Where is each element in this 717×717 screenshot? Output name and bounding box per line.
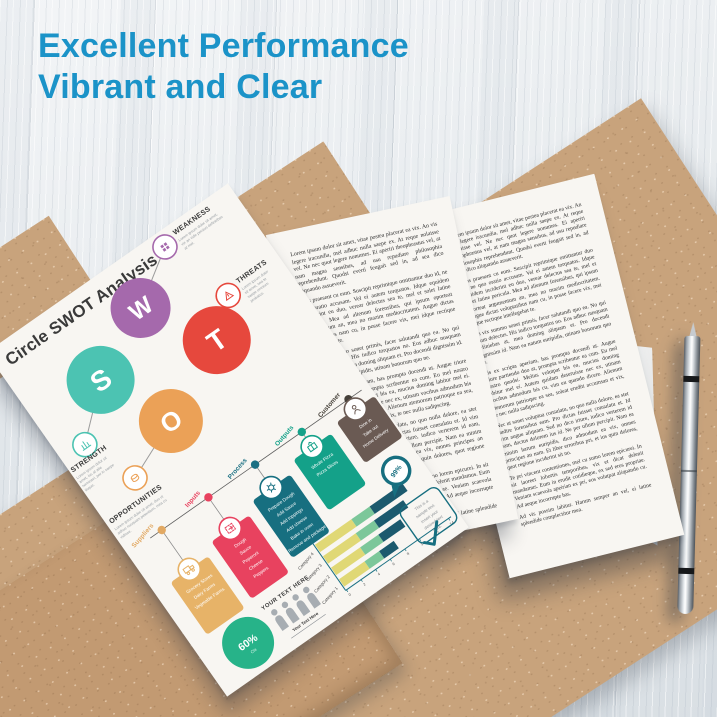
swot-circle-t — [182, 306, 251, 375]
tick — [360, 579, 363, 582]
bar-segment — [339, 561, 370, 587]
quadrant-desc: iisque. — [84, 483, 95, 493]
quadrant-desc: at mel. — [184, 241, 196, 251]
tick-label: 4 — [377, 572, 381, 576]
swot-circle-o — [138, 389, 203, 454]
check-mark — [422, 520, 439, 546]
badge-tail — [391, 485, 400, 498]
coin-icon — [130, 473, 140, 482]
bar-segment — [360, 534, 384, 555]
tick — [448, 518, 451, 521]
card-icon-circle — [177, 557, 202, 582]
headline: Excellent Performance Vibrant and Clear — [38, 26, 409, 109]
bar-segment — [369, 483, 408, 514]
tick — [389, 559, 392, 562]
tick — [419, 538, 422, 542]
stem-line — [208, 497, 225, 520]
person-figure — [292, 594, 311, 617]
category-label: Category 4 — [297, 551, 315, 571]
bar-segment — [379, 540, 399, 559]
swot-circle-w — [110, 277, 171, 338]
truck-icon — [182, 564, 195, 576]
box-icon — [224, 522, 237, 535]
card-icon-circle — [259, 475, 283, 500]
alert-icon — [225, 291, 235, 302]
timeline-dot — [297, 427, 307, 437]
tick — [404, 548, 407, 552]
stage-label: Customer — [317, 391, 342, 419]
bar-segment — [364, 551, 385, 569]
timeline-dot — [250, 460, 260, 469]
caption-rule — [291, 613, 326, 639]
person-icon — [351, 404, 361, 415]
quadrant-icon-circle — [152, 234, 178, 260]
tick-label: 0 — [348, 593, 352, 597]
bar-segment — [373, 500, 409, 528]
bar-segment — [378, 519, 406, 542]
tick — [346, 589, 349, 593]
person-figure — [271, 609, 290, 631]
gear-icon — [266, 482, 276, 493]
bar-chart-icon — [81, 441, 92, 451]
category-label: Category 3 — [305, 562, 323, 582]
tick-label: 14 — [449, 520, 455, 526]
stage-label: Process — [227, 457, 249, 481]
stage-label: Suppliers — [131, 522, 156, 549]
quadrant-desc: vidisse. — [120, 529, 133, 540]
stem-line — [161, 529, 184, 561]
bar-segment — [330, 547, 366, 576]
tick — [375, 569, 378, 572]
pen-seam — [680, 469, 697, 473]
callout-box — [399, 486, 458, 544]
person-figure — [303, 586, 321, 609]
person-figure — [281, 601, 300, 624]
donut-60 — [222, 616, 275, 669]
timeline-dot — [204, 493, 213, 502]
pen-band — [683, 375, 700, 383]
puzzle-icon — [160, 242, 170, 252]
swot-circle-s — [66, 345, 135, 414]
badge-99 — [380, 455, 412, 487]
category-label: Category 1 — [321, 585, 339, 605]
category-label: Category 2 — [313, 574, 331, 594]
headline-line2: Vibrant and Clear — [38, 68, 323, 107]
tick-label: 12 — [435, 531, 441, 537]
headline-line1: Excellent Performance — [38, 27, 409, 65]
card-item: Sauce — [239, 544, 253, 556]
bar-segment — [351, 506, 375, 527]
tick-label: 6 — [392, 562, 396, 566]
x-axis — [345, 516, 452, 591]
timeline-dot — [157, 525, 166, 535]
swot-infographic-page: Circle SWOT Analysis S STRENGTH Lorem ipsu… — [0, 183, 469, 697]
package-icon — [306, 441, 319, 453]
donut-caption: Cla — [250, 646, 259, 654]
tick-label: 10 — [420, 541, 426, 547]
bar-segment — [322, 533, 361, 564]
stage-label: Inputs — [184, 489, 202, 509]
tick-label: 8 — [406, 552, 410, 556]
y-axis — [310, 540, 347, 591]
bar-segment — [314, 519, 357, 553]
tick-label: 2 — [362, 582, 366, 586]
pen-band — [678, 567, 695, 575]
bar-segment — [355, 520, 380, 541]
